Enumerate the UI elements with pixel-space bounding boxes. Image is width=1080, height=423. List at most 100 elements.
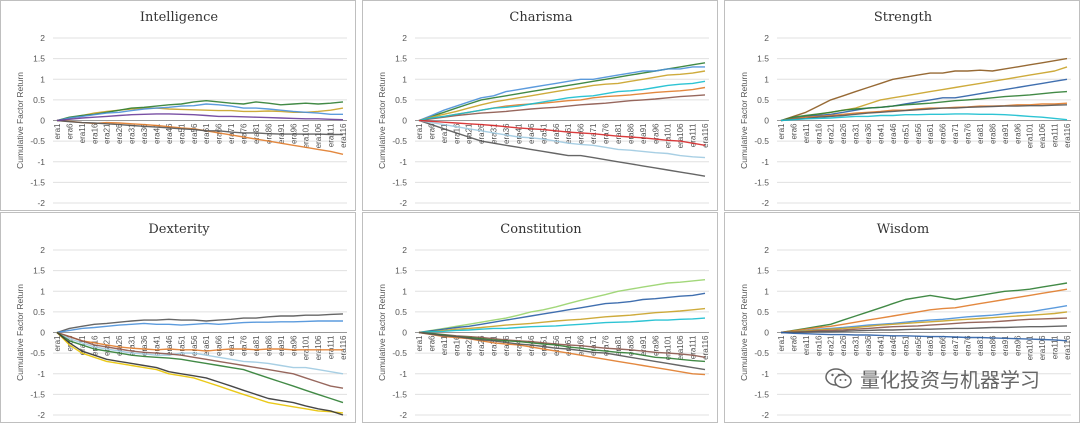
y-tick-label: -1.5 xyxy=(30,177,45,187)
series-line-0 xyxy=(780,282,1068,334)
series-line-1 xyxy=(780,288,1068,334)
x-tick-label: era46 xyxy=(165,335,174,356)
y-tick-label: 0 xyxy=(402,116,407,126)
y-tick-label: 0 xyxy=(764,116,769,126)
y-tick-label: -0.5 xyxy=(754,136,769,146)
chart-svg: Charisma Cumulative Factor Return 2 1.5 1 0.5… xyxy=(377,10,710,208)
y-tick-label: 0.5 xyxy=(395,307,407,317)
x-tick-label: era51 xyxy=(177,123,186,144)
x-tick-label: era1 xyxy=(777,335,786,352)
x-tick-label: era111 xyxy=(1051,123,1060,147)
x-tick-label: era76 xyxy=(602,335,611,356)
y-tick-label: -1 xyxy=(761,369,769,379)
x-tick-label: era41 xyxy=(152,123,161,144)
x-tick-label: era111 xyxy=(689,123,698,147)
x-tick-label: era1 xyxy=(415,123,424,140)
series-line-0 xyxy=(780,57,1068,122)
y-tick-label: -2 xyxy=(761,198,769,208)
x-tick-label: era96 xyxy=(289,335,298,356)
x-tick-label: era96 xyxy=(1013,335,1022,356)
x-tick-label: era31 xyxy=(852,123,861,144)
y-axis-label: Cumulative Factor Return xyxy=(15,284,25,381)
x-tick-label: era86 xyxy=(626,123,635,144)
y-tick-label: -0.5 xyxy=(30,348,45,358)
x-tick-label: era71 xyxy=(227,123,236,144)
y-tick-label: -2 xyxy=(399,198,407,208)
y-tick-label: -0.5 xyxy=(30,136,45,146)
x-tick-label: era91 xyxy=(639,123,648,144)
series-line-5 xyxy=(56,113,344,122)
y-tick-label: 0.5 xyxy=(33,307,45,317)
watermark: 量化投资与机器学习 xyxy=(824,364,1040,393)
y-tick-label: 0.5 xyxy=(395,95,407,105)
y-tick-label: 1.5 xyxy=(757,54,769,64)
chart-svg: Dexterity Cumulative Factor Return 2 1.5 1 0.… xyxy=(15,222,348,420)
x-tick-label: era61 xyxy=(202,123,211,144)
y-tick-label: 1.5 xyxy=(33,266,45,276)
chart-svg: Strength Cumulative Factor Return 2 1.5 1 0.5… xyxy=(739,10,1072,208)
x-tick-label: era36 xyxy=(502,123,511,144)
y-tick-label: 1 xyxy=(402,74,407,84)
y-tick-label: 2 xyxy=(40,33,45,43)
y-tick-label: 2 xyxy=(402,245,407,255)
x-tick-label: era46 xyxy=(527,123,536,144)
x-tick-label: era11 xyxy=(802,335,811,355)
x-tick-label: era56 xyxy=(914,335,923,356)
x-tick-label: era81 xyxy=(976,123,985,144)
x-tick-label: era46 xyxy=(889,335,898,356)
series-line-4 xyxy=(780,102,1068,122)
series-line-5 xyxy=(781,325,1068,334)
x-tick-label: era1 xyxy=(777,123,786,140)
x-tick-label: era21 xyxy=(465,335,474,356)
x-tick-label: era41 xyxy=(514,123,523,144)
chart-title: Strength xyxy=(874,10,933,25)
series-line-6 xyxy=(780,331,1068,342)
chart-title: Wisdom xyxy=(877,222,929,237)
x-tick-label: era21 xyxy=(827,335,836,356)
chart-panel-5: Wisdom Cumulative Factor Return 2 1.5 1 0.5 0 -… xyxy=(724,212,1080,423)
x-tick-label: era26 xyxy=(477,335,486,356)
x-tick-label: era86 xyxy=(988,335,997,356)
x-tick-label: era116 xyxy=(1063,123,1072,148)
x-tick-label: era31 xyxy=(128,123,137,144)
series-line-3 xyxy=(418,317,706,334)
y-tick-label: 1 xyxy=(764,74,769,84)
y-tick-label: -1.5 xyxy=(392,177,407,187)
series-line-0 xyxy=(418,279,706,334)
y-tick-label: -1 xyxy=(399,157,407,167)
y-tick-label: 0.5 xyxy=(757,307,769,317)
x-tick-label: era81 xyxy=(976,335,985,356)
x-tick-label: era96 xyxy=(651,123,660,144)
x-tick-label: era26 xyxy=(839,123,848,144)
y-tick-label: -2 xyxy=(761,410,769,420)
x-tick-label: era71 xyxy=(589,335,598,356)
y-tick-label: -1 xyxy=(37,157,45,167)
y-tick-label: -1 xyxy=(37,369,45,379)
series-line-2 xyxy=(418,307,706,334)
x-tick-label: era91 xyxy=(277,335,286,356)
series-line-5 xyxy=(418,80,706,122)
x-tick-label: era1 xyxy=(415,335,424,352)
x-tick-label: era56 xyxy=(914,123,923,144)
x-tick-label: era101 xyxy=(302,123,311,148)
x-tick-label: era6 xyxy=(789,335,798,352)
x-tick-label: era1 xyxy=(53,123,62,140)
series-line-7 xyxy=(418,331,706,371)
series-line-1 xyxy=(56,99,344,122)
x-tick-label: era61 xyxy=(202,335,211,356)
y-tick-label: -1.5 xyxy=(392,389,407,399)
series-line-7 xyxy=(418,119,706,159)
chart-svg: Intelligence Cumulative Factor Return 2 1.5… xyxy=(15,10,348,208)
x-tick-label: era66 xyxy=(939,123,948,144)
series-line-3 xyxy=(56,119,344,155)
series-line-4 xyxy=(56,119,343,136)
series-line-1 xyxy=(418,292,706,334)
y-tick-label: 0 xyxy=(40,328,45,338)
x-tick-label: era56 xyxy=(190,335,199,356)
series-line-4 xyxy=(56,331,344,389)
x-tick-label: era116 xyxy=(339,123,348,148)
x-tick-label: era91 xyxy=(639,335,648,356)
x-tick-label: era56 xyxy=(190,123,199,144)
x-tick-label: era31 xyxy=(128,335,137,356)
x-tick-label: era106 xyxy=(314,123,323,148)
